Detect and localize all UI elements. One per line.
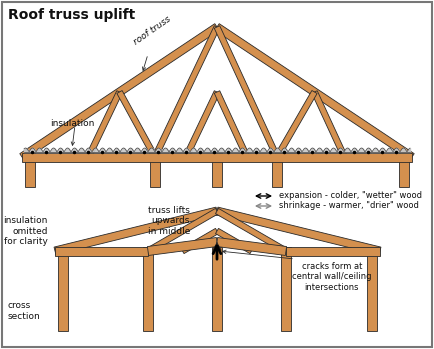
Polygon shape [212,247,222,331]
Polygon shape [147,208,218,254]
Polygon shape [215,24,414,160]
Text: truss lifts
upwards
in middle: truss lifts upwards in middle [148,206,190,236]
Polygon shape [312,91,347,158]
Polygon shape [150,153,160,187]
Text: shrinkage - warmer, "drier" wood: shrinkage - warmer, "drier" wood [279,201,419,210]
Polygon shape [143,247,153,331]
Polygon shape [214,91,250,158]
Polygon shape [86,91,122,158]
Polygon shape [216,228,253,254]
Polygon shape [217,238,286,255]
Polygon shape [183,91,220,158]
Text: cross
section: cross section [8,301,41,321]
Polygon shape [216,207,381,255]
Text: Roof truss uplift: Roof truss uplift [8,8,135,22]
Polygon shape [152,26,220,158]
Polygon shape [25,153,35,187]
Polygon shape [216,208,287,254]
Polygon shape [214,26,280,158]
Polygon shape [55,246,148,255]
Polygon shape [399,153,409,187]
Text: insulation
omitted
for clarity: insulation omitted for clarity [3,216,48,246]
Polygon shape [54,207,218,255]
Polygon shape [286,246,380,255]
Polygon shape [148,238,217,255]
Polygon shape [181,228,218,254]
Text: cracks form at
central wall/ceiling
intersections: cracks form at central wall/ceiling inte… [292,262,372,292]
Polygon shape [274,90,317,158]
Polygon shape [58,247,68,331]
Polygon shape [367,247,377,331]
Polygon shape [212,153,222,187]
Text: roof truss: roof truss [132,15,172,47]
Text: insulation: insulation [50,119,94,127]
Polygon shape [272,153,282,187]
Text: expansion - colder, "wetter" wood: expansion - colder, "wetter" wood [279,192,422,200]
Polygon shape [20,24,219,160]
Polygon shape [22,153,412,162]
Polygon shape [281,247,291,331]
Polygon shape [117,90,158,158]
